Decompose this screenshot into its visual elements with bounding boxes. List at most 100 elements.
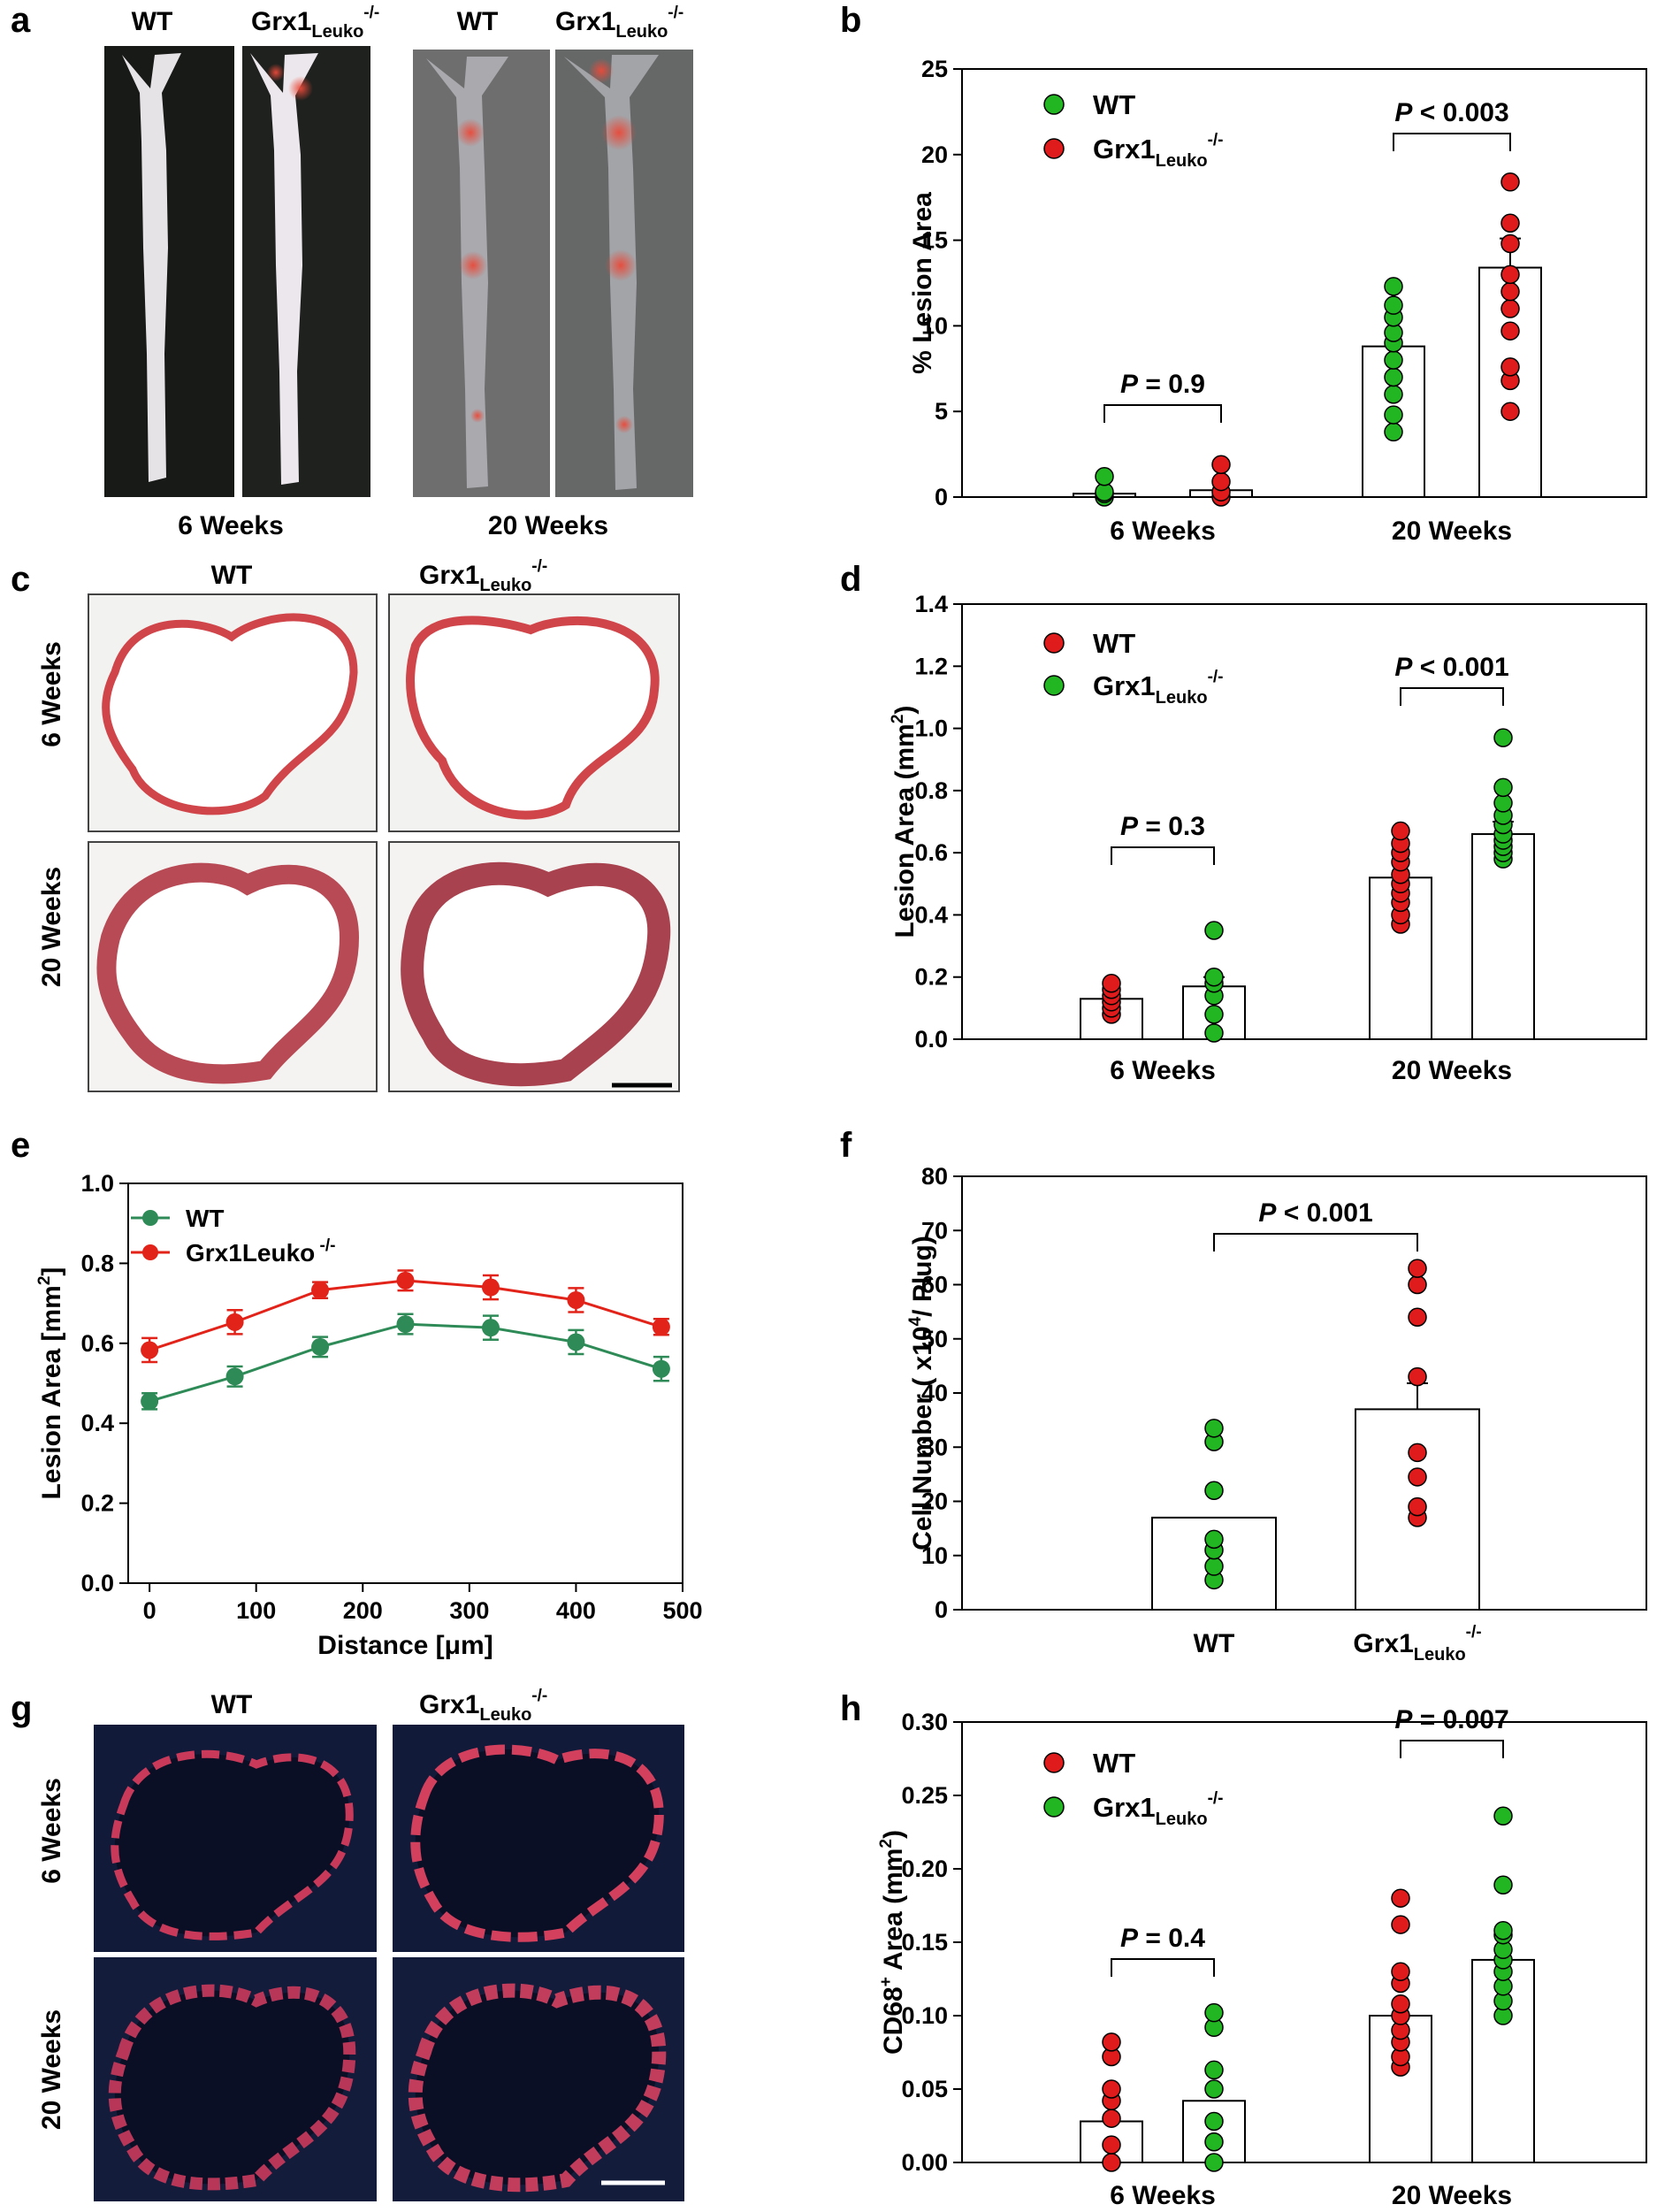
b-legend-marker-0: [1043, 94, 1065, 115]
h-point-1-0-1: [1204, 2132, 1224, 2152]
b-point-0-1-2: [1384, 385, 1403, 404]
d-ytick-label: 1.2: [914, 653, 948, 679]
e-ytick-label: 0.2: [80, 1490, 114, 1517]
b-sig-label-0: P = 0.9: [1120, 370, 1205, 399]
h-point-1-0-6: [1204, 2002, 1224, 2023]
d-ytick-label: 0.0: [914, 1026, 948, 1052]
d-ytick-label: 0.8: [914, 777, 948, 804]
e-xtick-label: 100: [236, 1597, 276, 1624]
f-ytick-label: 40: [921, 1380, 948, 1406]
c-row-label-20wk: 20 Weeks: [37, 867, 66, 987]
g-stain-wt-6wk: [111, 1749, 354, 1940]
f-ytick-label: 10: [921, 1542, 948, 1569]
g-stain-wt-20wk: [108, 1984, 356, 2191]
b-point-1-1-2: [1500, 357, 1520, 377]
a-header-wt-6wk: WT: [132, 7, 173, 36]
h-point-1-1-8: [1493, 1875, 1513, 1895]
h-ylabel: CD68+ Area (mm2): [877, 1830, 908, 2055]
e-point-1-6: [652, 1318, 670, 1336]
c-header-wt: WT: [211, 561, 253, 590]
panel-label-c: c: [11, 560, 30, 599]
f-sig-label-0: P < 0.001: [1258, 1198, 1372, 1228]
h-point-0-1-5: [1391, 1994, 1410, 2014]
g-row-label-20wk: 20 Weeks: [37, 2009, 66, 2130]
b-point-0-1-8: [1384, 295, 1403, 315]
e-legend-marker-0: [142, 1210, 158, 1226]
e-point-0-6: [652, 1359, 670, 1378]
e-point-1-4: [481, 1278, 500, 1297]
b-sig-bracket-1: [1393, 133, 1511, 151]
a-lesion-ko-20wk-2: [605, 249, 637, 281]
b-ytick-label: 5: [935, 398, 948, 425]
e-point-0-1: [225, 1367, 244, 1386]
b-point-0-1-9: [1384, 277, 1403, 296]
f-sig-bracket-0: [1213, 1233, 1418, 1251]
f-category-label-1: Grx1Leuko-/-: [1353, 1623, 1481, 1665]
h-point-1-1-7: [1493, 1920, 1513, 1940]
a-caption-6wk: 6 Weeks: [178, 511, 284, 540]
b-point-1-1-0: [1500, 402, 1520, 421]
b-category-label-0: 6 Weeks: [1110, 517, 1216, 546]
e-point-1-2: [311, 1281, 330, 1299]
b-category-label-1: 20 Weeks: [1392, 517, 1512, 546]
e-point-1-5: [567, 1290, 585, 1309]
f-point-0-0-3: [1204, 1529, 1224, 1550]
a-lesion-wt-20wk-3: [470, 409, 485, 423]
f-point-0-0-6: [1204, 1419, 1224, 1438]
e-xtick-label: 400: [556, 1597, 596, 1624]
e-plot-frame: [127, 1183, 683, 1584]
d-ytick-label: 0.4: [914, 901, 948, 928]
d-sig-label-1: P < 0.001: [1394, 653, 1508, 682]
b-point-1-0-2: [1211, 471, 1231, 492]
panel-label-a: a: [11, 1, 31, 40]
e-ytick-label: 0.8: [80, 1250, 114, 1276]
h-point-0-0-6: [1102, 2032, 1121, 2052]
b-ytick-label: 15: [921, 227, 948, 254]
d-ytick-label: 0.6: [914, 839, 948, 866]
h-plot-frame: [961, 1721, 1647, 2163]
h-point-0-0-2: [1102, 2109, 1121, 2128]
b-point-1-0-3: [1211, 455, 1231, 474]
h-ytick-label: 0.25: [901, 1782, 948, 1809]
f-ytick-label: 30: [921, 1434, 948, 1460]
e-xlabel: Distance [μm]: [317, 1631, 493, 1660]
f-point-0-0-4: [1204, 1481, 1224, 1500]
d-legend-marker-0: [1043, 632, 1065, 654]
f-ytick-label: 50: [921, 1326, 948, 1352]
g-stain-ko-20wk: [408, 1983, 667, 2193]
f-point-1-0-6: [1408, 1274, 1427, 1295]
h-ytick-label: 0.05: [901, 2076, 948, 2102]
f-ylabel: Cell Number ( x104/ Plug): [906, 1236, 937, 1550]
b-legend-label-0: WT: [1093, 89, 1135, 120]
e-ytick-label: 0.4: [80, 1410, 114, 1436]
d-ylabel: Lesion Area (mm2): [889, 706, 920, 938]
b-point-0-1-1: [1384, 405, 1403, 425]
h-ytick-label: 0.15: [901, 1929, 948, 1956]
b-legend-marker-1: [1043, 138, 1065, 159]
f-category-label-0: WT: [1194, 1629, 1235, 1658]
e-point-1-1: [225, 1313, 244, 1331]
e-legend-label-1: Grx1Leuko -/-: [186, 1236, 336, 1267]
panel-label-f: f: [840, 1126, 852, 1165]
f-ytick-label: 70: [921, 1217, 948, 1244]
e-xtick-label: 500: [662, 1597, 702, 1624]
g-header-ko: Grx1Leuko-/-: [419, 1687, 547, 1725]
h-legend-label-0: WT: [1093, 1748, 1135, 1779]
b-point-1-1-3: [1500, 321, 1520, 341]
h-legend-marker-0: [1043, 1752, 1065, 1773]
b-point-1-1-5: [1500, 281, 1520, 302]
e-ylabel: Lesion Area [mm2]: [35, 1267, 66, 1500]
f-point-1-0-2: [1408, 1467, 1427, 1487]
b-ytick-label: 20: [921, 142, 948, 168]
d-legend-label-0: WT: [1093, 628, 1135, 659]
c-lumen-ko-20wk: [401, 861, 671, 1087]
d-ytick-label: 0.2: [914, 964, 948, 991]
f-ytick-label: 60: [921, 1272, 948, 1298]
f-point-1-0-1: [1408, 1496, 1427, 1517]
h-point-1-0-4: [1204, 2060, 1224, 2080]
panel-label-e: e: [11, 1126, 30, 1165]
a-lesion-ko-20wk-4: [615, 416, 633, 433]
a-header-ko-20wk: Grx1Leuko-/-: [555, 4, 683, 42]
b-ytick-label: 25: [921, 56, 948, 82]
e-legend-label-0: WT: [186, 1205, 225, 1232]
